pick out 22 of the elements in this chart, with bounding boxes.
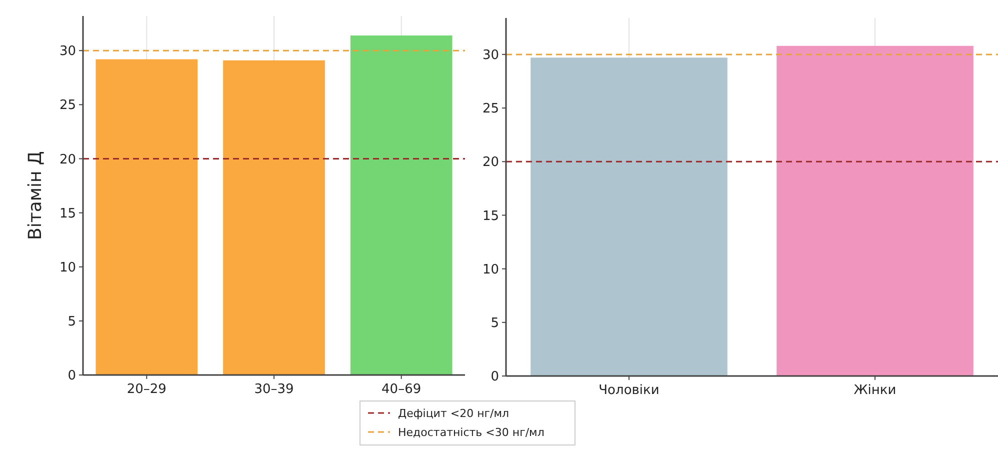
legend-label: Дефіцит <20 нг/мл (398, 406, 510, 420)
y-tick-label: 5 (490, 316, 499, 331)
x-tick-label: Жінки (854, 383, 896, 398)
y-tick-label: 30 (59, 44, 76, 60)
x-tick-label: 20–29 (126, 382, 166, 397)
y-tick-label: 15 (59, 206, 76, 222)
x-tick-label: Чоловіки (598, 383, 660, 398)
y-tick-label: 10 (59, 260, 76, 276)
y-tick-label: 10 (482, 262, 499, 278)
y-tick-label: 30 (482, 48, 499, 63)
y-tick-label: 20 (482, 155, 499, 170)
x-tick-label: 30–39 (254, 382, 294, 397)
y-tick-label: 5 (68, 314, 76, 330)
y-tick-label: 20 (59, 152, 76, 168)
legend-label: Недостатність <30 нг/мл (398, 426, 544, 439)
y-tick-label: 0 (68, 368, 76, 384)
y-tick-label: 25 (482, 102, 499, 117)
x-tick-label: 40–69 (382, 382, 422, 397)
y-tick-label: 15 (482, 208, 499, 224)
y-axis-title: Вітамін Д (25, 151, 46, 240)
y-tick-label: 0 (490, 370, 499, 385)
y-tick-label: 25 (59, 98, 76, 114)
